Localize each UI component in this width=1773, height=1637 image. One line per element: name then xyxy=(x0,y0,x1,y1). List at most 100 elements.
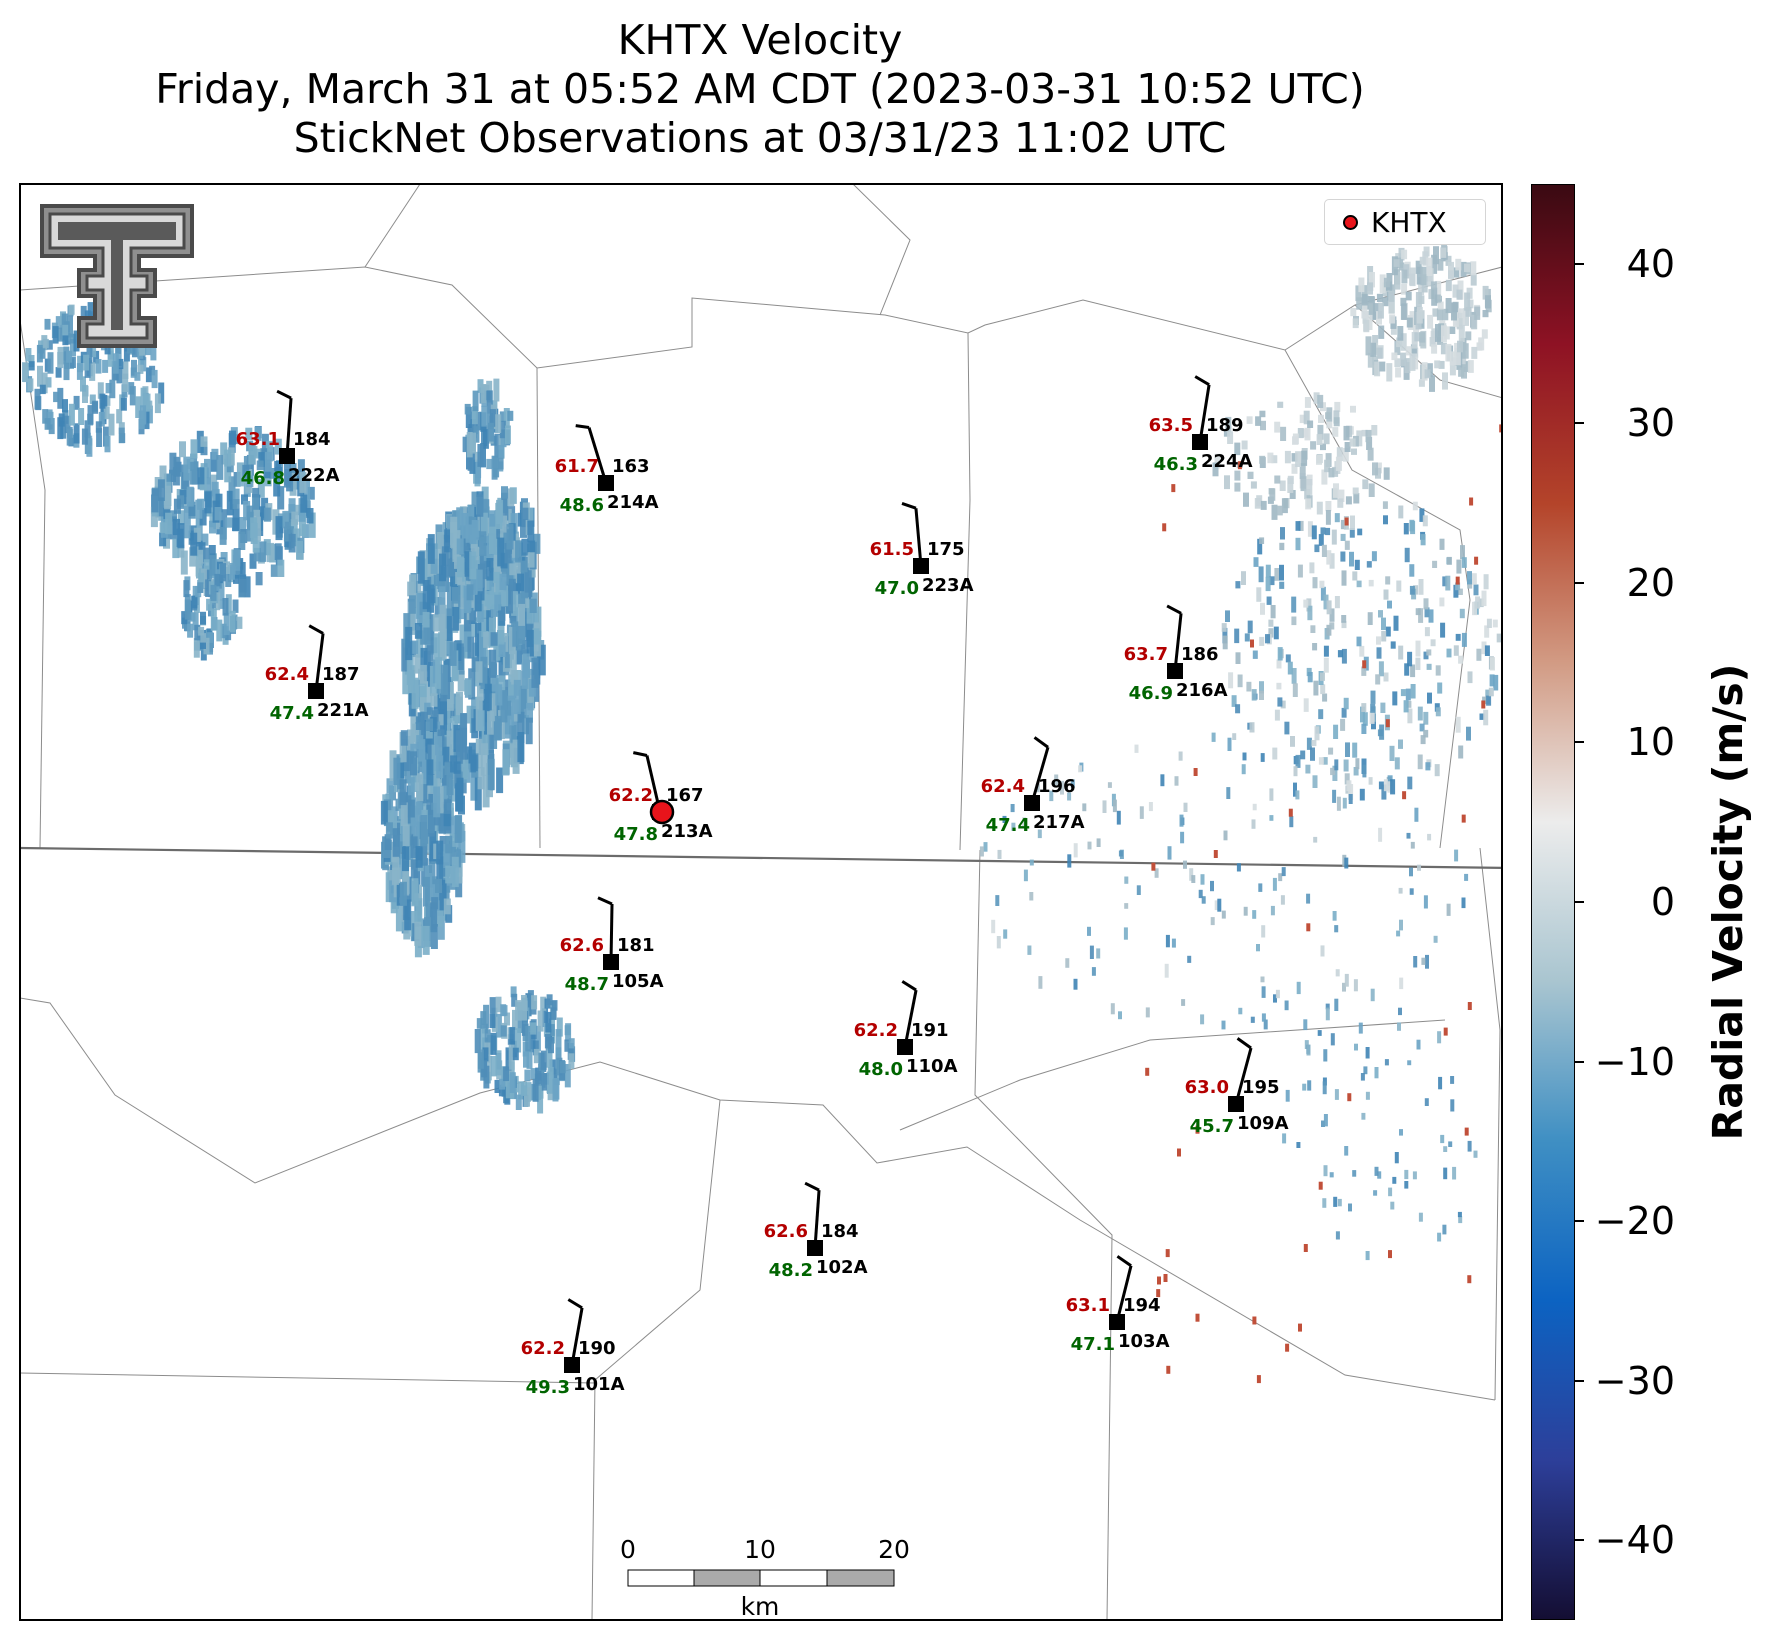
radar-echo-cell xyxy=(475,661,483,683)
radar-echo-cell xyxy=(207,642,213,655)
radar-echo-cell xyxy=(1484,645,1490,656)
radar-echo-cell xyxy=(1366,310,1373,330)
radar-echo-cell xyxy=(1448,1141,1453,1147)
station-marker xyxy=(897,1039,913,1055)
radar-echo-cell xyxy=(489,510,497,539)
radar-echo-cell xyxy=(1485,295,1491,309)
radar-echo-cell xyxy=(1456,559,1462,574)
radar-echo-cell xyxy=(103,406,110,420)
wind-barb-feather xyxy=(597,896,613,906)
radar-echo-cell xyxy=(1360,706,1365,723)
radar-echo-cell xyxy=(1397,1022,1401,1031)
radar-echo-cell xyxy=(1107,782,1112,788)
radar-echo-cell xyxy=(1289,816,1294,828)
radar-echo-cell xyxy=(1319,580,1325,589)
radar-echo-cell xyxy=(98,411,105,427)
radar-echo-cell xyxy=(1318,534,1324,546)
radar-echo-cell xyxy=(158,382,165,404)
title-line-1: KHTX Velocity xyxy=(617,16,903,64)
scale-bar: 0 10 20 km xyxy=(620,1535,910,1621)
radar-echo-cell xyxy=(1344,442,1351,452)
radar-echo-cell xyxy=(1235,581,1241,589)
radar-echo-cell xyxy=(1458,325,1465,342)
radar-echo-cell xyxy=(480,743,488,776)
radar-echo-cell xyxy=(1448,270,1454,280)
radar-echo-cell xyxy=(402,671,410,695)
radar-echo-cell xyxy=(555,1029,562,1055)
radar-echo-cell xyxy=(140,405,146,425)
radar-echo-cell xyxy=(1451,302,1457,321)
station-marker xyxy=(603,954,619,970)
double-t-logo xyxy=(40,204,194,348)
radar-echo-cell xyxy=(1398,887,1403,894)
radar-echo-cell xyxy=(1392,1176,1397,1184)
radar-echo-cell xyxy=(1409,564,1415,577)
radar-echo-cell xyxy=(1234,628,1240,644)
radar-echo-cell xyxy=(1432,308,1439,317)
radar-echo-cell xyxy=(1304,1040,1309,1049)
radar-echo-cell xyxy=(1305,764,1311,774)
radar-echo-cell xyxy=(470,544,478,556)
radar-echo-cell xyxy=(1482,310,1489,318)
radar-echo-cell xyxy=(108,413,115,436)
radar-echo-cell xyxy=(1370,690,1376,704)
radar-echo-cell xyxy=(1236,863,1241,872)
radar-echo-cell xyxy=(1167,846,1172,860)
station-id: 214A xyxy=(607,492,659,513)
radar-echo-cell xyxy=(496,699,504,713)
radar-echo-cell xyxy=(189,612,196,622)
radar-echo-cell xyxy=(1378,610,1383,618)
radar-echo-cell xyxy=(1361,303,1368,319)
colorbar-tick-label: −20 xyxy=(1594,1199,1675,1244)
radar-echo-cell xyxy=(1378,325,1385,339)
radar-echo-cell xyxy=(1370,703,1376,713)
radar-echo-cell xyxy=(1183,860,1187,869)
radar-echo-cell xyxy=(1382,501,1388,509)
radar-echo-cell xyxy=(299,471,307,493)
radar-echo-cell xyxy=(1462,343,1469,359)
radar-echo-cell xyxy=(1473,1150,1478,1158)
radar-echo-cell xyxy=(406,655,414,685)
radar-echo-cell xyxy=(1112,799,1117,813)
radar-echo-cell xyxy=(1295,537,1301,551)
radar-echo-cell xyxy=(1174,776,1179,786)
radar-echo-cell xyxy=(509,610,517,624)
radar-echo-cell xyxy=(501,492,509,521)
radar-echo-cell xyxy=(1453,584,1459,598)
radar-echo-cell xyxy=(1365,429,1372,443)
radar-echo-cell xyxy=(1368,777,1373,785)
radar-echo-cell xyxy=(140,357,147,372)
radar-echo-cell xyxy=(1377,729,1383,737)
radar-echo-cell xyxy=(1287,477,1294,493)
radar-echo-cell xyxy=(1266,596,1272,605)
radar-echo-cell xyxy=(95,359,102,374)
radar-echo-cell xyxy=(1369,711,1375,724)
radar-echo-cell xyxy=(1426,663,1432,670)
colorbar-tick-label: 30 xyxy=(1626,401,1675,446)
radar-echo-cell xyxy=(1221,1020,1226,1030)
radar-echo-cell xyxy=(191,595,198,609)
station-marker xyxy=(564,1357,580,1373)
radar-echo-cell xyxy=(469,607,477,622)
radar-echo-cell xyxy=(1354,1043,1358,1051)
radar-echo-cell xyxy=(1349,528,1355,538)
radar-echo-cell xyxy=(169,452,177,476)
station-wind-direction: 163 xyxy=(612,456,650,477)
radar-echo-cell xyxy=(455,867,463,884)
radar-echo-cell xyxy=(1372,303,1379,320)
radar-echo-cell xyxy=(183,580,190,598)
radar-echo-cell xyxy=(538,644,546,676)
radar-echo-cell xyxy=(498,642,506,657)
radar-echo-cell xyxy=(1223,429,1230,437)
radar-echo-cell xyxy=(39,347,46,359)
radar-echo-cell xyxy=(997,849,1002,859)
radar-echo-cell xyxy=(511,591,519,616)
radar-echo-cell xyxy=(1457,588,1463,595)
radar-echo-cell xyxy=(1284,1000,1289,1011)
radar-echo-cell xyxy=(1029,892,1034,901)
radar-echo-cell xyxy=(1352,435,1359,447)
radar-echo-cell xyxy=(1214,453,1221,469)
radar-echo-cell xyxy=(1481,329,1488,339)
radar-echo-cell xyxy=(164,485,172,510)
radar-echo-cell xyxy=(515,1094,522,1110)
